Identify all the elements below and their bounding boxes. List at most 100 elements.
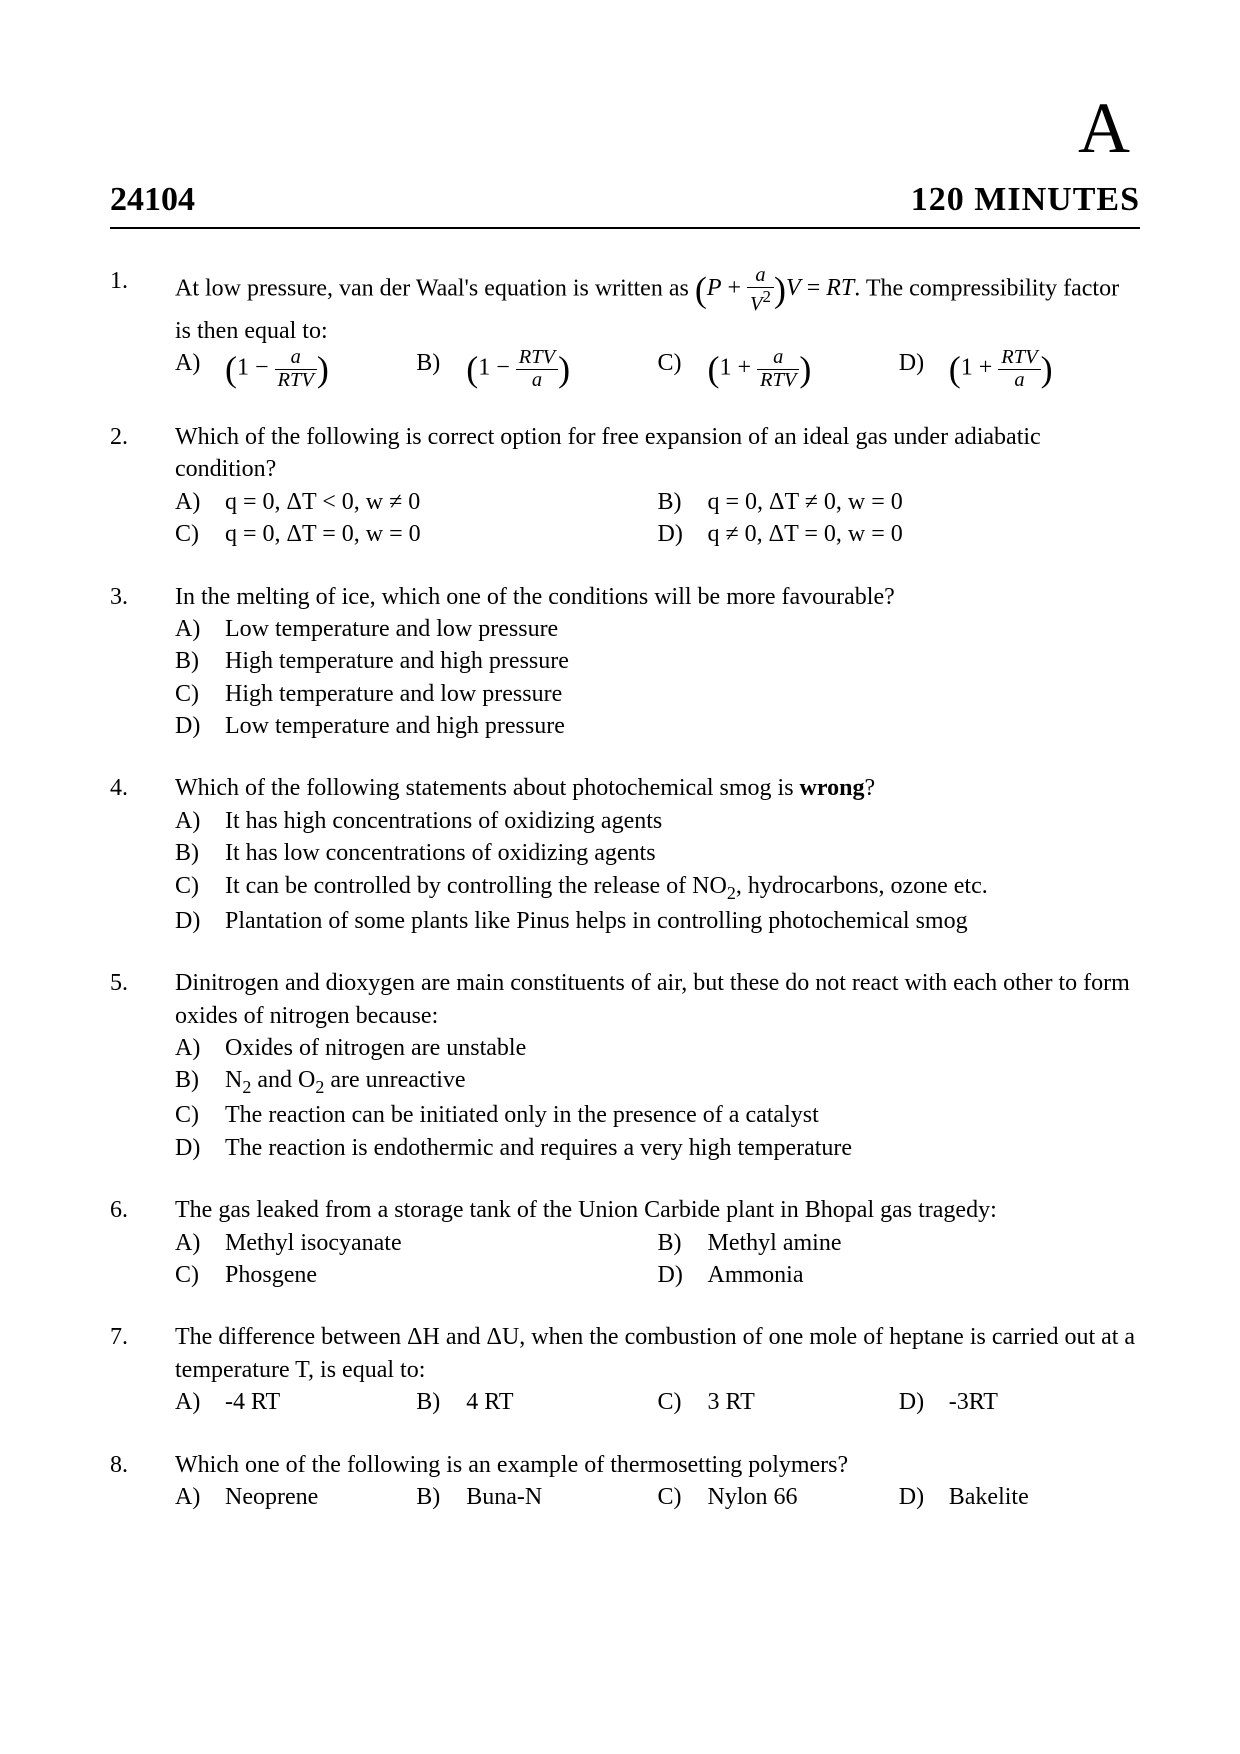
option-label: B): [175, 1064, 225, 1099]
option-text: Methyl amine: [708, 1227, 1141, 1259]
option-label: B): [175, 645, 225, 677]
option-label: B): [416, 1386, 466, 1418]
option-text-part: N: [225, 1067, 242, 1093]
option-text: High temperature and low pressure: [225, 678, 1140, 710]
options-row: A)Low temperature and low pressure B)Hig…: [175, 613, 1140, 743]
stem-text: ?: [864, 775, 875, 801]
option-text: (1 + RTVa): [949, 347, 1140, 391]
option-text: Low temperature and high pressure: [225, 710, 1140, 742]
option-label: D): [175, 1132, 225, 1164]
option: D)(1 + RTVa): [899, 347, 1140, 391]
option-text: Nylon 66: [708, 1481, 899, 1513]
equation: (P + aV2)V = RT: [695, 275, 854, 301]
option-text: q ≠ 0, ΔT = 0, w = 0: [708, 518, 1141, 550]
option-label: C): [175, 870, 225, 905]
option: B)4 RT: [416, 1386, 657, 1418]
option-text-part: , hydrocarbons, ozone etc.: [736, 873, 988, 899]
series-letter: A: [110, 80, 1130, 177]
option-label: A): [175, 486, 225, 518]
option-text: Phosgene: [225, 1259, 658, 1291]
option: C)(1 + aRTV): [658, 347, 899, 391]
option: D)Low temperature and high pressure: [175, 710, 1140, 742]
option: A)It has high concentrations of oxidizin…: [175, 805, 1140, 837]
option-label: C): [175, 1099, 225, 1131]
duration: 120 MINUTES: [911, 177, 1140, 223]
question-stem: In the melting of ice, which one of the …: [175, 581, 1140, 613]
option: A)(1 − aRTV): [175, 347, 416, 391]
option-text: q = 0, ΔT < 0, w ≠ 0: [225, 486, 658, 518]
option-label: D): [658, 518, 708, 550]
option-text: Low temperature and low pressure: [225, 613, 1140, 645]
question-stem: At low pressure, van der Waal's equation…: [175, 265, 1140, 347]
question-6: 6. The gas leaked from a storage tank of…: [110, 1194, 1140, 1291]
option-label: C): [658, 1386, 708, 1418]
question-number: 4.: [110, 772, 175, 937]
option: D)q ≠ 0, ΔT = 0, w = 0: [658, 518, 1141, 550]
option-text: Methyl isocyanate: [225, 1227, 658, 1259]
options-row: A)It has high concentrations of oxidizin…: [175, 805, 1140, 937]
option-label: A): [175, 1386, 225, 1418]
option-label: A): [175, 805, 225, 837]
question-stem: The gas leaked from a storage tank of th…: [175, 1194, 1140, 1226]
question-5: 5. Dinitrogen and dioxygen are main cons…: [110, 967, 1140, 1164]
subscript: 2: [315, 1077, 324, 1097]
option-text: -3RT: [949, 1386, 1140, 1418]
option-label: C): [175, 518, 225, 550]
options-row: A)-4 RT B)4 RT C)3 RT D)-3RT: [175, 1386, 1140, 1418]
question-stem: Dinitrogen and dioxygen are main constit…: [175, 967, 1140, 1032]
option-text: Ammonia: [708, 1259, 1141, 1291]
question-number: 1.: [110, 265, 175, 391]
option-text: Oxides of nitrogen are unstable: [225, 1032, 1140, 1064]
option-label: D): [899, 1481, 949, 1513]
option-label: D): [175, 710, 225, 742]
options-row: A)Neoprene B)Buna-N C)Nylon 66 D)Bakelit…: [175, 1481, 1140, 1513]
option: D)The reaction is endothermic and requir…: [175, 1132, 1140, 1164]
option-text: 4 RT: [466, 1386, 657, 1418]
option-label: A): [175, 1032, 225, 1064]
question-number: 6.: [110, 1194, 175, 1291]
question-7: 7. The difference between ΔH and ΔU, whe…: [110, 1321, 1140, 1418]
option-label: C): [175, 678, 225, 710]
stem-text: Which of the following statements about …: [175, 775, 800, 801]
options-row: A)q = 0, ΔT < 0, w ≠ 0 B)q = 0, ΔT ≠ 0, …: [175, 486, 1140, 551]
option-label: A): [175, 613, 225, 645]
option-text-part: It can be controlled by controlling the …: [225, 873, 727, 899]
option: C)Phosgene: [175, 1259, 658, 1291]
option: A)Oxides of nitrogen are unstable: [175, 1032, 1140, 1064]
option-text: It can be controlled by controlling the …: [225, 870, 1140, 905]
option-text: Buna-N: [466, 1481, 657, 1513]
option-text: (1 + aRTV): [708, 347, 899, 391]
option-label: C): [658, 1481, 708, 1513]
option-label: C): [175, 1259, 225, 1291]
option-label: A): [175, 347, 225, 391]
question-number: 3.: [110, 581, 175, 743]
option: B)Methyl amine: [658, 1227, 1141, 1259]
question-4: 4. Which of the following statements abo…: [110, 772, 1140, 937]
option: B)Buna-N: [416, 1481, 657, 1513]
option: A)Low temperature and low pressure: [175, 613, 1140, 645]
header-row: 24104 120 MINUTES: [110, 177, 1140, 229]
option: B)q = 0, ΔT ≠ 0, w = 0: [658, 486, 1141, 518]
option-text: (1 − aRTV): [225, 347, 416, 391]
option-text: q = 0, ΔT ≠ 0, w = 0: [708, 486, 1141, 518]
option: D)Plantation of some plants like Pinus h…: [175, 905, 1140, 937]
stem-text: At low pressure, van der Waal's equation…: [175, 275, 695, 301]
option-label: B): [416, 1481, 466, 1513]
option: A)-4 RT: [175, 1386, 416, 1418]
option-text-part: and O: [251, 1067, 315, 1093]
option-label: D): [175, 905, 225, 937]
option-label: D): [658, 1259, 708, 1291]
question-2: 2. Which of the following is correct opt…: [110, 421, 1140, 551]
question-stem: Which of the following is correct option…: [175, 421, 1140, 486]
paper-code: 24104: [110, 177, 195, 223]
subscript: 2: [727, 882, 736, 902]
option-text-part: are unreactive: [324, 1067, 465, 1093]
options-row: A)Methyl isocyanate B)Methyl amine C)Pho…: [175, 1227, 1140, 1292]
option-label: B): [175, 837, 225, 869]
option-text: The reaction can be initiated only in th…: [225, 1099, 1140, 1131]
option-text: Bakelite: [949, 1481, 1140, 1513]
option-label: B): [416, 347, 466, 391]
option-text: The reaction is endothermic and requires…: [225, 1132, 1140, 1164]
option-label: B): [658, 1227, 708, 1259]
option-label: A): [175, 1227, 225, 1259]
